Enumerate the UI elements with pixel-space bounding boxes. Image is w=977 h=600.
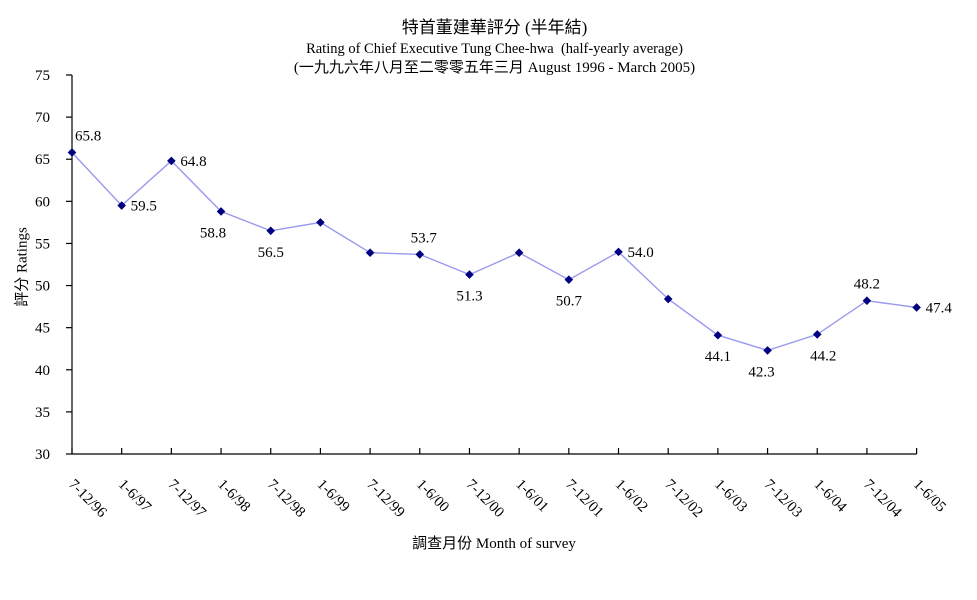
data-label: 58.8 bbox=[200, 225, 226, 241]
x-tick-label: 7-12/98 bbox=[264, 477, 308, 521]
data-point bbox=[862, 296, 872, 306]
data-point bbox=[564, 275, 574, 284]
x-tick-label: 1-6/01 bbox=[512, 477, 551, 516]
data-label: 44.1 bbox=[705, 349, 731, 365]
y-tick-label: 75 bbox=[35, 68, 50, 84]
x-tick-label: 1-6/98 bbox=[214, 477, 253, 516]
x-tick-label: 1-6/04 bbox=[810, 477, 849, 516]
data-point bbox=[514, 248, 524, 258]
y-tick-label: 45 bbox=[35, 321, 50, 337]
y-tick-label: 65 bbox=[35, 152, 50, 168]
data-point bbox=[763, 346, 772, 355]
data-point bbox=[365, 248, 375, 258]
data-label: 59.5 bbox=[131, 199, 157, 215]
data-point bbox=[812, 330, 822, 339]
x-tick-label: 1-6/02 bbox=[612, 477, 651, 516]
data-label: 56.5 bbox=[258, 245, 284, 261]
data-point bbox=[316, 218, 325, 227]
data-label: 54.0 bbox=[628, 245, 654, 261]
x-tick-label: 7-12/99 bbox=[363, 477, 407, 521]
data-point bbox=[117, 201, 126, 210]
x-tick-label: 1-6/03 bbox=[711, 477, 750, 516]
data-point bbox=[216, 207, 226, 216]
x-tick-label: 1-6/05 bbox=[910, 477, 949, 516]
x-tick-label: 1-6/99 bbox=[314, 477, 353, 516]
data-label: 65.8 bbox=[75, 128, 101, 144]
x-tick-label: 7-12/97 bbox=[165, 477, 210, 522]
data-label: 53.7 bbox=[411, 230, 438, 246]
data-point bbox=[614, 247, 623, 257]
data-label: 48.2 bbox=[854, 277, 880, 293]
y-tick-label: 55 bbox=[35, 236, 50, 252]
data-label: 47.4 bbox=[926, 300, 953, 316]
y-tick-label: 40 bbox=[35, 363, 50, 379]
x-tick-label: 7-12/02 bbox=[661, 477, 705, 521]
x-tick-label: 1-6/97 bbox=[115, 477, 154, 516]
data-point bbox=[663, 294, 673, 304]
x-tick-label: 7-12/00 bbox=[463, 477, 507, 521]
data-label: 44.2 bbox=[810, 348, 836, 364]
x-tick-label: 1-6/00 bbox=[413, 477, 452, 516]
x-tick-label: 7-12/01 bbox=[562, 477, 606, 521]
x-axis-title: 調查月份 Month of survey bbox=[412, 536, 576, 552]
chart-title-en: Rating of Chief Executive Tung Chee-hwa … bbox=[306, 41, 683, 57]
x-tick-label: 7-12/04 bbox=[860, 477, 905, 522]
x-tick-label: 7-12/96 bbox=[65, 477, 110, 522]
data-label: 42.3 bbox=[748, 364, 774, 380]
y-tick-label: 70 bbox=[35, 110, 50, 126]
data-point bbox=[415, 250, 425, 259]
data-label: 51.3 bbox=[456, 289, 482, 305]
data-label: 64.8 bbox=[180, 154, 206, 170]
data-label: 50.7 bbox=[556, 294, 583, 310]
chart-title-block: 特首董建華評分 (半年結) Rating of Chief Executive … bbox=[12, 16, 977, 78]
data-point bbox=[465, 270, 474, 279]
x-tick-label: 7-12/03 bbox=[761, 477, 805, 521]
data-line bbox=[71, 152, 917, 352]
y-tick-label: 50 bbox=[35, 279, 50, 295]
data-point bbox=[912, 303, 921, 312]
y-tick-label: 35 bbox=[35, 405, 50, 421]
y-tick-label: 30 bbox=[35, 447, 50, 463]
chart-title-period: (一九九六年八月至二零零五年三月 August 1996 - March 200… bbox=[293, 60, 696, 76]
data-point bbox=[713, 330, 723, 340]
data-point bbox=[167, 156, 176, 166]
chart-title-zh: 特首董建華評分 (半年結) bbox=[401, 18, 588, 37]
y-tick-label: 60 bbox=[35, 194, 50, 210]
data-point bbox=[67, 148, 77, 157]
data-point bbox=[266, 226, 276, 236]
